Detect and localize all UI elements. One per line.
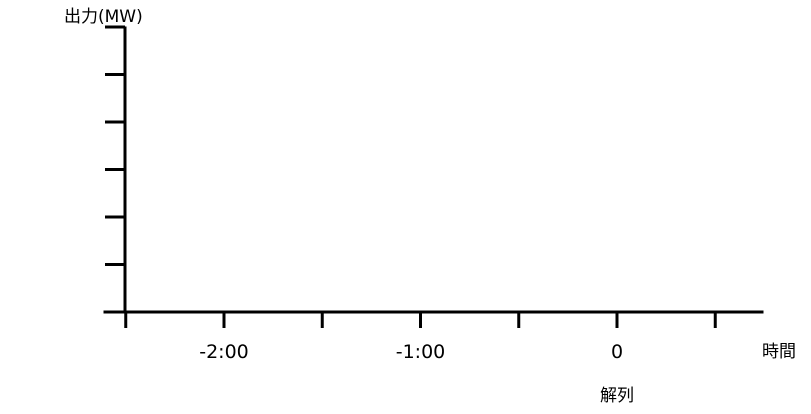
x-axis-ticks bbox=[124, 312, 717, 328]
y-axis-label: 出力(MW) bbox=[64, 7, 143, 27]
x-axis-annotation: 解列 bbox=[600, 386, 634, 406]
x-axis-label: 時間 bbox=[762, 342, 796, 362]
x-tick-label: -2:00 bbox=[199, 341, 249, 363]
y-axis-ticks bbox=[105, 25, 125, 266]
x-tick-label: -1:00 bbox=[396, 341, 446, 363]
x-axis-tick-labels: -2:00 -1:00 0 bbox=[199, 341, 623, 363]
x-tick-label: 0 bbox=[611, 341, 623, 363]
